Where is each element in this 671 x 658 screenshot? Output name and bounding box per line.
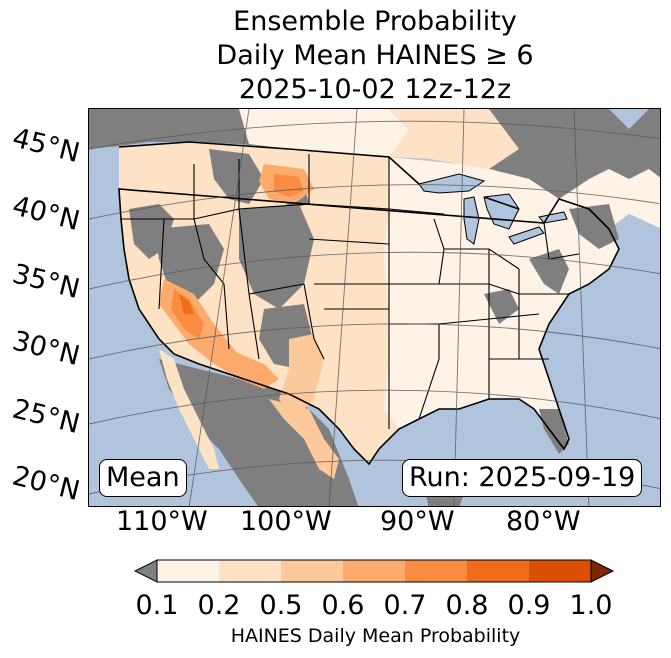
great-lake-michigan [463,196,480,245]
colorbar-segment [467,560,529,582]
colorbar-tick-label: 0.6 [321,590,365,621]
run-label-box: Run: 2025-09-19 [402,459,643,497]
colorbar-tick-label: 0.1 [135,590,179,621]
mean-label: Mean [106,462,180,493]
baja-land [159,349,219,469]
canada-land [89,109,660,229]
colorbar-segment [157,560,219,582]
colorbar-tick-label: 0.5 [259,590,303,621]
texas-hotspot [279,334,324,419]
colorbar-tick-label: 0.2 [197,590,241,621]
colorbar-label: HAINES Daily Mean Probability [230,625,521,647]
mexico-light [269,399,339,479]
canada-east-light [559,169,660,229]
florida-masked [539,409,569,454]
northeast-masked [569,204,619,249]
lat-label-35: 35°N [9,258,83,306]
sw-hotspot-core-2 [179,294,194,314]
colorbar-segment [219,560,281,582]
colorbar-segment [529,560,591,582]
run-label: Run: 2025-09-19 [409,462,636,493]
canada-light-area-2 [389,109,519,169]
colorbar-over-arrow [590,559,615,583]
appalachian-masked [529,249,569,294]
mexico-land [159,359,359,506]
colorbar-segments [157,560,591,582]
colorbar-segment [281,560,343,582]
west-masked-utah [239,204,314,309]
lat-label-25: 25°N [9,393,83,441]
colorbar-segment [405,560,467,582]
mean-label-box: Mean [99,459,187,497]
probability-map: Mean Run: 2025-09-19 [88,108,661,507]
lon-label-90: 90°W [380,506,455,537]
great-lake-superior [418,173,486,194]
lon-label-110: 110°W [116,506,208,537]
colorbar [133,559,615,583]
canada-light-area [239,109,419,157]
great-lake-erie [508,226,545,245]
colorbar-segment [343,560,405,582]
lat-label-20: 20°N [9,460,83,508]
west-masked-rockies [209,149,264,204]
chart-title: Ensemble Probability Daily Mean HAINES ≥… [40,5,671,107]
lat-label-30: 30°N [9,325,83,373]
us-border [118,141,620,466]
title-line-3: 2025-10-02 12z-12z [238,74,512,105]
oklahoma-masked [484,289,519,324]
colorbar-tick-label: 1.0 [569,590,613,621]
montana-hotspot-core [274,174,304,197]
lat-label-45: 45°N [9,122,83,170]
lon-label-80: 80°W [506,506,581,537]
colorbar-under-arrow [133,559,158,583]
lat-label-40: 40°N [9,190,83,238]
title-line-1: Ensemble Probability [233,6,517,37]
colorbar-tick-label: 0.8 [445,590,489,621]
colorbar-frame [156,559,592,583]
colorbar-tick-label: 0.9 [507,590,551,621]
map-canvas [89,109,660,506]
title-line-2: Daily Mean HAINES ≥ 6 [216,40,534,71]
colorbar-tick-label: 0.7 [383,590,427,621]
lon-label-100: 100°W [240,506,332,537]
